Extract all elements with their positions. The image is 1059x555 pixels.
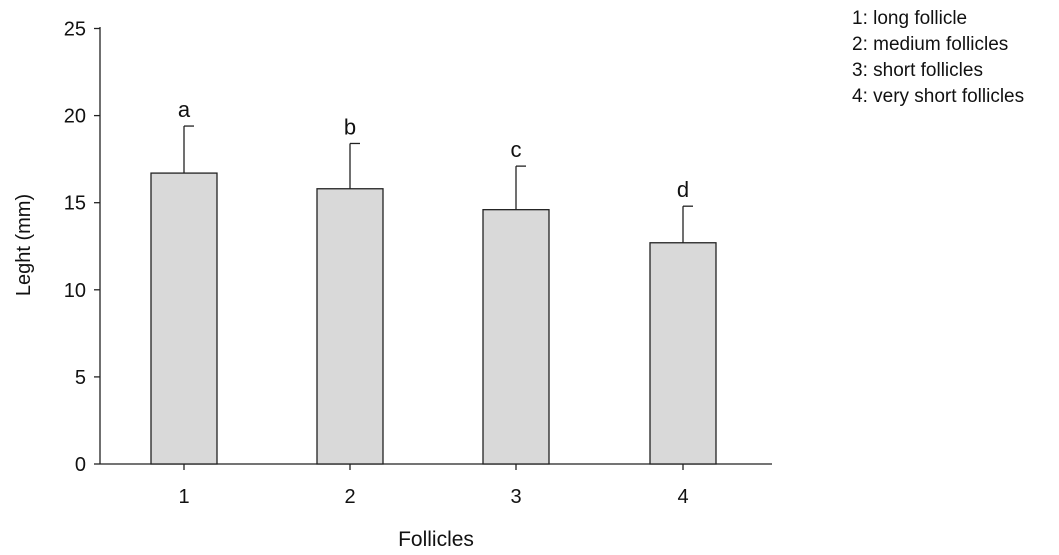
x-tick-label: 3 <box>510 486 521 508</box>
y-tick-label: 15 <box>64 193 86 215</box>
legend-entry: 4: very short follicles <box>852 86 1025 107</box>
bar <box>316 188 384 465</box>
bars-group: a b c d <box>150 97 717 465</box>
legend: 1: long follicle 2: medium follicles 3: … <box>852 6 1024 110</box>
y-axis-label: Leght (mm) <box>13 194 35 296</box>
x-tick-label: 2 <box>344 486 355 508</box>
significance-letter: b <box>344 114 356 139</box>
y-tick-label: 20 <box>64 106 86 128</box>
legend-entry: 3: short follicles <box>852 60 983 81</box>
x-axis-label: Follicles <box>398 528 474 551</box>
y-tick-label: 10 <box>64 280 86 302</box>
legend-entry: 1: long follicle <box>852 8 968 29</box>
x-tick-label: 4 <box>677 486 688 508</box>
x-axis-ticks: 1 2 3 4 <box>178 464 689 508</box>
significance-letter: a <box>178 97 191 122</box>
y-axis-ticks: 0 5 10 15 20 25 <box>64 19 100 476</box>
y-tick-label: 25 <box>64 19 86 41</box>
bar <box>150 172 218 465</box>
bar <box>649 242 717 465</box>
significance-letter: c <box>511 137 522 162</box>
significance-letter: d <box>677 177 689 202</box>
y-tick-label: 0 <box>75 454 86 476</box>
bar <box>482 209 550 465</box>
x-tick-label: 1 <box>178 486 189 508</box>
y-tick-label: 5 <box>75 367 86 389</box>
legend-entry: 2: medium follicles <box>852 34 1009 55</box>
